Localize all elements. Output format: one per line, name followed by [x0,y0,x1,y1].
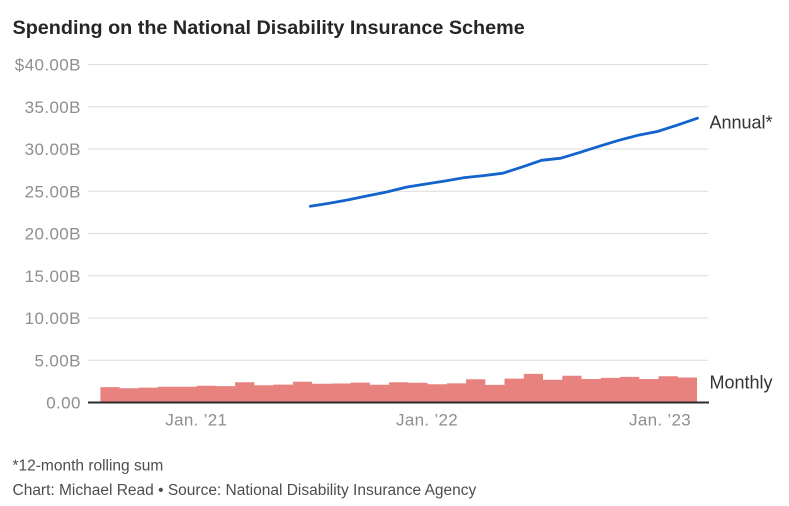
svg-text:25.00B: 25.00B [25,182,81,201]
svg-text:5.00B: 5.00B [34,351,80,370]
svg-text:15.00B: 15.00B [25,267,81,286]
svg-text:$40.00B: $40.00B [15,56,81,75]
svg-text:Annual*: Annual* [710,113,773,133]
svg-text:10.00B: 10.00B [25,309,81,328]
svg-text:Spending on the National Disab: Spending on the National Disability Insu… [13,17,525,39]
svg-text:30.00B: 30.00B [25,140,81,159]
svg-text:Jan. ’23: Jan. ’23 [629,410,691,429]
svg-text:Jan. ’22: Jan. ’22 [396,410,458,429]
svg-text:20.00B: 20.00B [25,225,81,244]
svg-text:Monthly: Monthly [710,373,773,393]
svg-text:0.00: 0.00 [46,394,81,413]
svg-text:Chart: Michael Read • Source:: Chart: Michael Read • Source: National D… [13,482,477,499]
svg-text:35.00B: 35.00B [25,98,81,117]
svg-text:*12-month rolling sum: *12-month rolling sum [13,458,164,475]
svg-text:Jan. ’21: Jan. ’21 [165,410,227,429]
